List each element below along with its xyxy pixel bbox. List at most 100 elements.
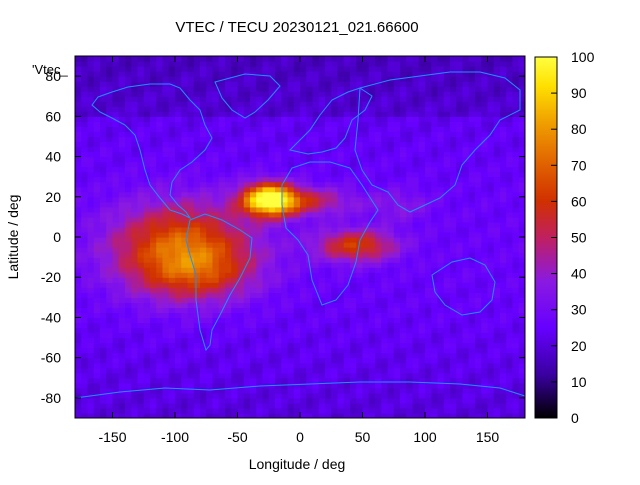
heatmap-cell	[243, 382, 251, 389]
heatmap-cell	[156, 201, 164, 208]
heatmap-cell	[331, 292, 339, 298]
heatmap-cell	[175, 96, 182, 102]
heatmap-cell	[375, 206, 382, 213]
heatmap-cell	[431, 131, 439, 138]
heatmap-cell	[387, 392, 395, 399]
heatmap-cell	[312, 257, 320, 263]
heatmap-cell	[81, 337, 89, 344]
heatmap-cell	[500, 96, 507, 102]
heatmap-cell	[168, 191, 176, 198]
heatmap-cell	[487, 176, 495, 183]
heatmap-cell	[75, 211, 82, 218]
heatmap-cell	[356, 272, 364, 278]
heatmap-cell	[312, 262, 320, 268]
heatmap-cell	[243, 312, 251, 319]
heatmap-cell	[337, 196, 345, 203]
heatmap-cell	[375, 81, 382, 87]
heatmap-cell	[362, 397, 370, 404]
heatmap-cell	[337, 171, 345, 178]
heatmap-cell	[281, 362, 289, 369]
heatmap-cell	[100, 402, 107, 409]
heatmap-cell	[462, 166, 470, 173]
heatmap-cell	[318, 312, 326, 319]
heatmap-cell	[106, 221, 114, 228]
heatmap-cell	[293, 231, 301, 238]
heatmap-cell	[350, 201, 357, 208]
heatmap-cell	[218, 287, 226, 293]
heatmap-cell	[287, 377, 295, 384]
heatmap-cell	[193, 262, 201, 268]
heatmap-cell	[243, 136, 251, 143]
heatmap-cell	[75, 337, 82, 344]
heatmap-cell	[293, 367, 301, 374]
heatmap-cell	[400, 91, 407, 97]
heatmap-cell	[475, 96, 482, 102]
heatmap-cell	[206, 247, 214, 253]
heatmap-cell	[143, 156, 151, 163]
heatmap-cell	[100, 262, 107, 268]
heatmap-cell	[125, 56, 132, 62]
heatmap-cell	[437, 242, 445, 248]
heatmap-cell	[162, 61, 170, 67]
heatmap-cell	[325, 297, 332, 303]
heatmap-cell	[318, 282, 326, 288]
heatmap-cell	[475, 322, 482, 329]
heatmap-cell	[412, 151, 420, 158]
heatmap-cell	[150, 136, 157, 143]
heatmap-cell	[268, 181, 276, 188]
heatmap-cell	[431, 247, 439, 253]
heatmap-cell	[431, 146, 439, 153]
heatmap-cell	[112, 387, 120, 394]
heatmap-cell	[237, 181, 245, 188]
heatmap-cell	[218, 156, 226, 163]
heatmap-cell	[287, 312, 295, 319]
heatmap-cell	[375, 186, 382, 193]
heatmap-cell	[193, 151, 201, 158]
heatmap-cell	[193, 106, 201, 112]
heatmap-cell	[443, 307, 451, 314]
heatmap-cell	[506, 317, 514, 324]
heatmap-cell	[400, 347, 407, 354]
heatmap-cell	[331, 247, 339, 253]
heatmap-cell	[425, 277, 432, 283]
heatmap-cell	[150, 161, 157, 168]
heatmap-cell	[281, 322, 289, 329]
heatmap-cell	[350, 231, 357, 238]
heatmap-cell	[156, 161, 164, 168]
heatmap-cell	[237, 387, 245, 394]
heatmap-cell	[187, 367, 195, 374]
heatmap-cell	[112, 156, 120, 163]
heatmap-cell	[256, 141, 264, 148]
heatmap-cell	[306, 171, 314, 178]
heatmap-cell	[456, 156, 464, 163]
heatmap-cell	[287, 317, 295, 324]
heatmap-cell	[487, 302, 495, 308]
heatmap-cell	[468, 71, 476, 77]
heatmap-cell	[456, 141, 464, 148]
heatmap-cell	[375, 402, 382, 409]
heatmap-cell	[368, 387, 376, 394]
heatmap-cell	[87, 302, 95, 308]
heatmap-cell	[162, 91, 170, 97]
heatmap-cell	[406, 161, 414, 168]
heatmap-cell	[406, 272, 414, 278]
heatmap-cell	[500, 221, 507, 228]
heatmap-cell	[243, 372, 251, 379]
heatmap-cell	[462, 327, 470, 334]
heatmap-cell	[362, 81, 370, 87]
heatmap-cell	[193, 347, 201, 354]
heatmap-cell	[312, 216, 320, 223]
heatmap-cell	[87, 312, 95, 319]
heatmap-cell	[325, 61, 332, 67]
heatmap-cell	[287, 397, 295, 404]
heatmap-cell	[487, 262, 495, 268]
heatmap-cell	[343, 257, 351, 263]
heatmap-cell	[437, 231, 445, 238]
heatmap-cell	[387, 146, 395, 153]
heatmap-cell	[187, 96, 195, 102]
heatmap-cell	[175, 211, 182, 218]
heatmap-cell	[75, 186, 82, 193]
heatmap-cell	[456, 161, 464, 168]
heatmap-cell	[293, 397, 301, 404]
heatmap-cell	[187, 282, 195, 288]
